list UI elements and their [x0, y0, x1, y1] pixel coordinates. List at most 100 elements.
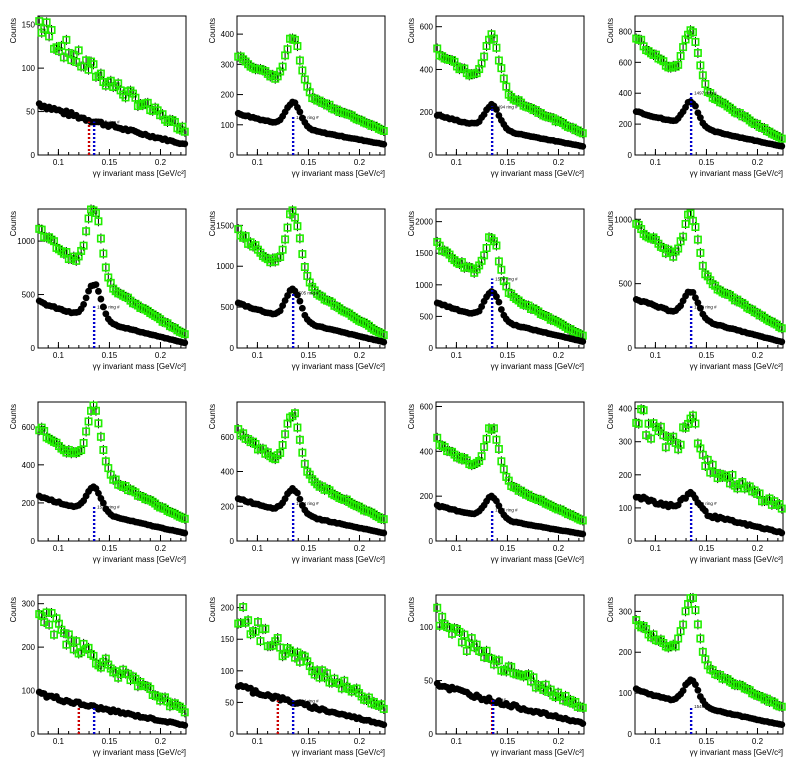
histogram-panel: 0 500 1000 0.1 0.15 0.2 Counts γγ invariant mas… — [606, 208, 786, 371]
histogram-panel: 0 50 100 150 200 0.1 0.15 0.2 Counts γγ invariant… — [208, 594, 388, 757]
y-tick-label: 600 — [420, 23, 434, 32]
background-point — [296, 108, 304, 116]
y-tick-label: 200 — [619, 120, 633, 129]
signal-point — [42, 18, 51, 27]
background-point — [497, 306, 505, 313]
histogram-panel: 0 200 400 600 0.1 0.15 0.2 Counts γγ invariant m… — [208, 401, 388, 564]
x-tick-label: 0.15 — [102, 351, 118, 360]
background-point — [579, 530, 587, 538]
y-tick-label: 50 — [424, 677, 433, 686]
signal-point — [99, 445, 108, 454]
background-point — [181, 721, 189, 729]
background-point — [692, 102, 699, 110]
signal-point — [276, 252, 285, 261]
signal-point — [681, 607, 690, 616]
plot-frame — [634, 594, 784, 735]
background-point — [493, 293, 500, 301]
x-tick-label: 0.2 — [155, 544, 167, 553]
signal-point — [433, 433, 442, 442]
signal-point — [728, 470, 737, 479]
signal-point — [634, 419, 643, 428]
signal-point — [688, 28, 697, 37]
background-point — [296, 297, 304, 305]
y-axis-label: Counts — [606, 404, 615, 429]
signal-point — [681, 219, 690, 228]
signal-point — [290, 213, 299, 222]
y-axis-label: Counts — [9, 211, 18, 236]
signal-point — [293, 423, 302, 432]
run-tag-label: 1529 ring # — [694, 304, 717, 309]
x-tick-label: 0.1 — [451, 158, 463, 167]
y-tick-label: 600 — [420, 402, 434, 411]
x-axis-label: γγ invariant mass [GeV/c²] — [292, 362, 385, 371]
y-tick-label: 100 — [22, 687, 36, 696]
y-axis-label: Counts — [407, 18, 416, 43]
histogram-panel: 0 100 200 300 400 0.1 0.15 0.2 Counts γγ invarian… — [208, 15, 388, 178]
x-tick-label: 0.2 — [553, 544, 565, 553]
signal-point — [494, 56, 503, 65]
y-tick-label: 0 — [429, 151, 434, 160]
run-tag-label: 1549 — [694, 704, 705, 709]
background-point — [99, 499, 107, 507]
signal-point — [143, 98, 152, 107]
signal-point — [295, 234, 304, 243]
y-tick-label: 600 — [22, 423, 36, 432]
signal-point — [462, 646, 471, 655]
signal-point — [696, 248, 705, 257]
y-axis-label: Counts — [606, 18, 615, 43]
background-point — [696, 304, 704, 312]
signal-point — [180, 127, 189, 136]
background-point — [493, 106, 500, 113]
signal-point — [281, 235, 290, 244]
run-tag-label: 1505 ring # — [296, 290, 319, 295]
signal-point — [659, 431, 668, 440]
x-tick-label: 0.1 — [650, 158, 662, 167]
y-tick-label: 200 — [221, 502, 235, 511]
y-tick-label: 0 — [429, 537, 434, 546]
x-tick-label: 0.2 — [752, 737, 764, 746]
background-point — [380, 529, 388, 537]
signal-point — [278, 62, 287, 71]
y-tick-label: 500 — [420, 312, 434, 321]
background-point — [102, 310, 110, 318]
signal-point — [283, 45, 292, 54]
signal-point — [499, 74, 508, 83]
background-point — [80, 301, 88, 308]
y-tick-label: 0 — [429, 344, 434, 353]
y-tick-label: 100 — [619, 504, 633, 513]
signal-point — [482, 434, 491, 443]
signal-point — [696, 634, 705, 643]
background-point — [284, 292, 291, 299]
signal-point — [494, 257, 503, 266]
y-axis-label: Counts — [407, 597, 416, 622]
signal-point — [578, 129, 587, 138]
signal-point — [72, 637, 81, 646]
signal-point — [253, 617, 262, 626]
y-tick-label: 0 — [31, 344, 36, 353]
signal-point — [180, 514, 189, 523]
run-tag-label: 1489 ring # — [296, 115, 319, 120]
signal-point — [96, 69, 105, 78]
x-tick-label: 0.1 — [650, 351, 662, 360]
background-point — [181, 529, 189, 537]
signal-point — [661, 443, 670, 452]
background-point — [694, 299, 702, 307]
y-tick-label: 1000 — [415, 281, 433, 290]
signal-point — [497, 457, 506, 466]
y-tick-label: 400 — [619, 405, 633, 414]
signal-point — [497, 64, 506, 73]
background-point — [778, 721, 786, 729]
plot-frame — [634, 15, 784, 156]
signal-point — [671, 642, 680, 651]
histogram-panel: 0 100 200 300 0.1 0.15 0.2 Counts γγ invariant m… — [9, 594, 189, 757]
y-tick-label: 150 — [221, 635, 235, 644]
y-tick-label: 200 — [619, 471, 633, 480]
signal-point — [698, 261, 707, 270]
background-point — [181, 140, 189, 148]
y-tick-label: 600 — [619, 58, 633, 67]
run-tag-label: 1508 ring # — [495, 277, 518, 282]
y-tick-label: 300 — [619, 438, 633, 447]
plot-frame — [37, 401, 187, 542]
plot-frame — [236, 15, 386, 156]
signal-point — [62, 640, 71, 649]
